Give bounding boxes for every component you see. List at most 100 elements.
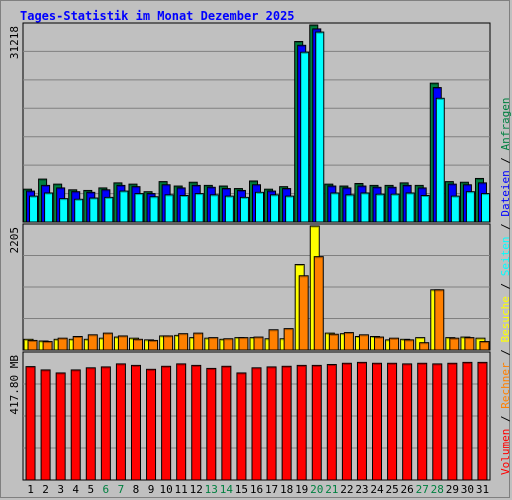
bar-volumen-day-14 (221, 365, 232, 481)
bar-seiten-day-28 (435, 97, 445, 223)
bar-volumen-day-22 (341, 362, 352, 481)
x-tick-label: 14 (220, 483, 234, 496)
x-tick-label: 17 (265, 483, 278, 496)
bar-volumen-day-11 (176, 363, 187, 481)
bar-seiten-day-15 (239, 196, 249, 223)
x-tick-label: 7 (118, 483, 125, 496)
panel-top: 31218 (8, 22, 491, 223)
bar-rechner-day-4 (72, 336, 83, 351)
bar-rechner-day-16 (253, 336, 264, 351)
bar-rechner-day-21 (328, 333, 339, 351)
bar-rechner-day-10 (163, 335, 174, 351)
bar-volumen-day-5 (85, 367, 96, 481)
bar-seiten-day-14 (224, 195, 234, 223)
legend-item-rechner: Rechner (499, 362, 512, 409)
bar-seiten-day-7 (119, 190, 129, 223)
ymax-label-middle: 2205 (8, 227, 21, 254)
bar-seiten-day-8 (134, 193, 144, 223)
legend-separator: / (499, 408, 512, 429)
bar-rechner-day-1 (27, 339, 38, 351)
panel-middle: 2205 (8, 223, 491, 351)
x-tick-label: 29 (446, 483, 459, 496)
x-tick-label: 27 (416, 483, 429, 496)
bar-volumen-day-28 (432, 363, 443, 481)
legend-separator: / (499, 150, 512, 171)
x-tick-label: 8 (133, 483, 140, 496)
bar-volumen-day-31 (477, 361, 488, 481)
x-tick-label: 5 (87, 483, 94, 496)
bar-volumen-day-26 (402, 363, 413, 481)
bar-volumen-day-10 (161, 365, 172, 481)
chart-title: Tages-Statistik im Monat Dezember 2025 (20, 9, 295, 23)
bar-rechner-day-8 (132, 338, 143, 351)
bar-seiten-day-23 (360, 192, 370, 223)
bar-rechner-day-26 (404, 339, 415, 351)
bar-seiten-day-12 (194, 193, 204, 223)
bar-rechner-day-20 (313, 256, 324, 351)
bar-seiten-day-18 (285, 195, 295, 223)
bar-volumen-day-27 (417, 362, 428, 481)
bar-seiten-day-24 (375, 193, 385, 223)
bar-rechner-day-28 (434, 289, 445, 351)
bar-rechner-day-6 (102, 332, 113, 351)
bar-volumen-day-6 (100, 366, 111, 481)
legend-separator: / (499, 276, 512, 297)
bar-volumen-day-25 (387, 362, 398, 481)
legend: Volumen / Rechner / Besuche / Seiten / D… (496, 97, 512, 475)
ymax-label-bottom: 417.80 MB (8, 355, 21, 415)
bar-seiten-day-22 (345, 194, 355, 223)
bar-volumen-day-3 (55, 372, 66, 481)
bar-seiten-day-3 (59, 198, 69, 223)
bar-volumen-day-21 (326, 363, 337, 481)
x-tick-label: 11 (175, 483, 188, 496)
bar-seiten-day-29 (450, 195, 460, 223)
bar-rechner-day-14 (223, 338, 234, 351)
bar-seiten-day-9 (149, 196, 159, 223)
x-tick-label: 12 (190, 483, 203, 496)
bar-rechner-day-31 (479, 341, 490, 351)
bar-rechner-day-17 (268, 329, 279, 351)
x-tick-label: 10 (159, 483, 172, 496)
bar-seiten-day-13 (209, 194, 219, 223)
bar-seiten-day-1 (29, 195, 39, 223)
bar-rechner-day-25 (389, 337, 400, 351)
bar-volumen-day-16 (251, 367, 262, 481)
bar-seiten-day-27 (420, 194, 430, 223)
legend-item-seiten: Seiten (499, 236, 512, 277)
x-tick-label: 31 (476, 483, 489, 496)
bar-volumen-day-24 (372, 362, 383, 481)
legend-item-anfragen: Anfragen (499, 97, 512, 151)
bar-volumen-day-20 (311, 364, 322, 481)
bar-rechner-day-15 (238, 337, 249, 351)
x-tick-label: 4 (72, 483, 79, 496)
bar-rechner-day-5 (87, 334, 98, 351)
panel-bottom: 417.80 MB (8, 351, 491, 481)
bar-rechner-day-12 (193, 332, 204, 351)
bar-rechner-day-13 (208, 337, 219, 351)
bar-rechner-day-9 (148, 339, 159, 351)
bar-volumen-day-12 (191, 364, 202, 481)
bar-rechner-day-19 (298, 275, 309, 351)
legend-item-dateien: Dateien (499, 170, 512, 217)
ymax-label-top: 31218 (8, 26, 21, 59)
x-tick-label: 2 (42, 483, 49, 496)
bar-seiten-day-17 (270, 194, 280, 223)
x-tick-label: 16 (250, 483, 263, 496)
bar-volumen-day-7 (115, 363, 126, 481)
legend-separator: / (499, 216, 512, 237)
bar-rechner-day-3 (57, 337, 68, 351)
bar-seiten-day-11 (179, 194, 189, 223)
bar-volumen-day-2 (40, 369, 51, 481)
bar-volumen-day-13 (206, 367, 217, 481)
x-tick-label: 30 (461, 483, 474, 496)
bar-rechner-day-2 (42, 341, 53, 351)
bar-volumen-day-18 (281, 365, 292, 481)
bar-volumen-day-9 (146, 368, 157, 481)
x-tick-label: 6 (103, 483, 110, 496)
x-tick-label: 25 (385, 483, 398, 496)
x-tick-label: 1 (27, 483, 34, 496)
bar-volumen-day-17 (266, 366, 277, 481)
x-tick-label: 18 (280, 483, 293, 496)
bar-rechner-day-11 (178, 333, 189, 351)
bar-rechner-day-7 (117, 335, 128, 351)
